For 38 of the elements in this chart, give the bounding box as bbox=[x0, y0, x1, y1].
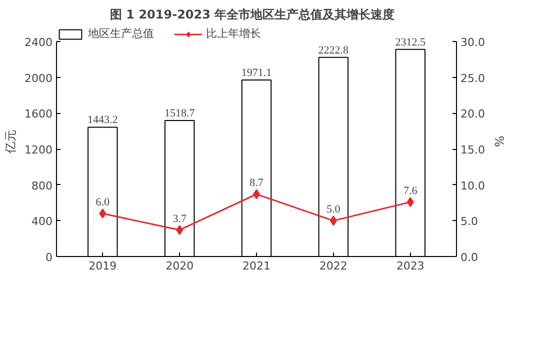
y2-tick-label: 0.0 bbox=[460, 251, 478, 264]
x-tick-label: 2023 bbox=[396, 260, 424, 272]
y-tick-label: 2400 bbox=[24, 36, 53, 50]
x-tick-label: 2021 bbox=[242, 260, 271, 272]
y2-tick-label: 30.0 bbox=[460, 36, 485, 50]
y2-tick-label: 5.0 bbox=[460, 215, 478, 228]
data-label: 5.0 bbox=[326, 204, 341, 216]
data-label: 1971.1 bbox=[241, 66, 272, 79]
y2-tick-label: 20.0 bbox=[460, 108, 485, 121]
point bbox=[176, 224, 184, 235]
y-tick-label: 400 bbox=[32, 215, 53, 228]
data-label: 8.7 bbox=[250, 177, 264, 190]
y2-tick-label: 15.0 bbox=[460, 144, 485, 157]
legend-label: 比上年增长 bbox=[206, 26, 261, 41]
data-label: 6.0 bbox=[96, 196, 110, 209]
y-tick-label: 1600 bbox=[24, 108, 53, 121]
y2-axis-title: % bbox=[492, 136, 506, 148]
y-tick-label: 2000 bbox=[24, 72, 53, 85]
data-label: 1443.2 bbox=[88, 114, 118, 126]
data-label: 2222.8 bbox=[318, 44, 350, 56]
x-tick-label: 2020 bbox=[166, 260, 194, 272]
point bbox=[99, 208, 106, 219]
x-tick-label: 2019 bbox=[88, 260, 117, 272]
data-label: 2312.5 bbox=[395, 36, 426, 48]
y-axis-title: 亿元 bbox=[4, 130, 18, 154]
y-tick-label: 1200 bbox=[24, 144, 53, 157]
point bbox=[330, 216, 337, 226]
chart-title: 图 1 2019-2023 年全市地区生产总值及其增长速度 bbox=[110, 8, 395, 22]
y-tick-label: 800 bbox=[32, 179, 53, 192]
point bbox=[406, 197, 414, 208]
data-label: 1518.7 bbox=[164, 107, 196, 120]
legend-label: 地区生产总值 bbox=[88, 26, 154, 41]
y2-tick-label: 25.0 bbox=[460, 72, 485, 85]
y2-tick-label: 10.0 bbox=[460, 179, 485, 192]
data-label: 3.7 bbox=[172, 212, 187, 225]
y-tick-label: 0 bbox=[46, 251, 52, 264]
data-label: 7.6 bbox=[403, 185, 418, 198]
x-tick-label: 2022 bbox=[319, 260, 348, 272]
